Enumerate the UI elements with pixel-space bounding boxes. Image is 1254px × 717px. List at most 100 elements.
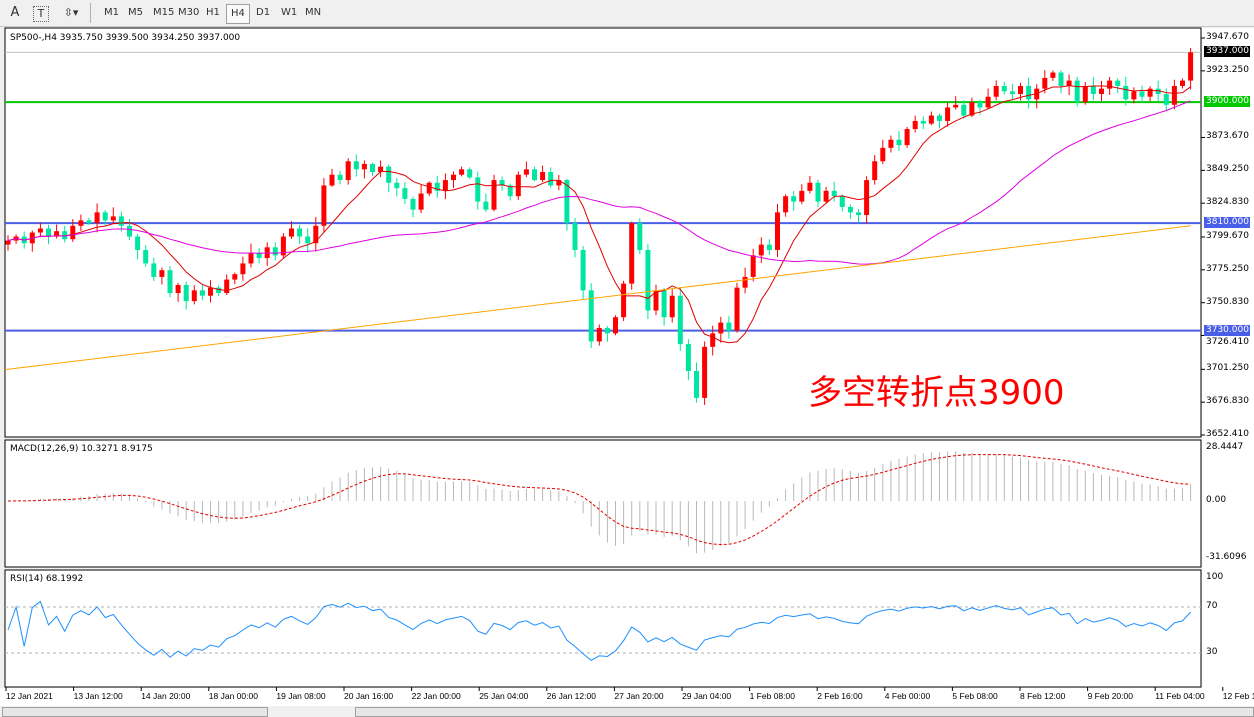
time-tick: 25 Jan 04:00 — [479, 691, 529, 701]
candle-bull — [653, 290, 659, 311]
candle-bull — [1082, 85, 1088, 103]
candle-bull — [515, 174, 521, 197]
candle-bear — [961, 104, 967, 116]
candle-bear — [580, 249, 586, 291]
candle-bull — [191, 290, 197, 302]
candle-bull — [556, 180, 562, 186]
candle-bear — [256, 252, 262, 259]
candle-bull — [702, 346, 708, 398]
price-tick: 3676.830 — [1206, 396, 1249, 407]
candle-bear — [46, 228, 51, 237]
timeframe-m30[interactable]: M30 — [178, 7, 200, 18]
time-tick: 1 Feb 08:00 — [749, 691, 795, 701]
candle-bear — [815, 182, 821, 202]
candle-bear — [167, 270, 173, 294]
candle-bull — [378, 166, 384, 173]
candle-bull — [621, 283, 627, 318]
candle-bear — [127, 225, 132, 237]
timeframe-h1[interactable]: H1 — [206, 7, 220, 18]
hline-price-tag: 3810.000 — [1204, 217, 1250, 229]
candle-bear — [102, 212, 108, 221]
candle-bear — [839, 196, 845, 207]
candle-bull — [442, 180, 448, 191]
timeframe-h4[interactable]: H4 — [226, 4, 250, 24]
price-tick: 3750.830 — [1206, 296, 1249, 307]
candle-bull — [775, 212, 780, 250]
candle-bull — [329, 174, 335, 186]
candle-bear — [831, 190, 837, 197]
candle-bear — [402, 188, 408, 199]
candle-bull — [5, 240, 11, 245]
candle-bear — [499, 180, 505, 186]
time-tick: 13 Jan 12:00 — [73, 691, 123, 701]
time-tick: 14 Jan 20:00 — [141, 691, 191, 701]
candle-bull — [758, 244, 764, 256]
candle-bull — [110, 216, 116, 221]
macd-panel — [4, 439, 1202, 568]
candle-bear — [1123, 85, 1129, 100]
candle-bear — [1115, 80, 1121, 86]
current-price-tag: 3937.000 — [1204, 46, 1250, 58]
text-tool-icon[interactable]: A — [10, 5, 20, 20]
timeframe-d1[interactable]: D1 — [256, 7, 271, 18]
candle-bear — [1139, 91, 1145, 97]
text-label-tool-icon[interactable]: T — [33, 6, 49, 22]
candle-bull — [823, 190, 829, 202]
candle-bear — [183, 284, 189, 302]
candle-bull — [345, 161, 351, 181]
candle-bull — [248, 252, 254, 264]
candle-bull — [94, 212, 100, 224]
time-tick: 4 Feb 00:00 — [884, 691, 931, 701]
candle-bear — [62, 231, 68, 240]
time-tick: 19 Jan 08:00 — [276, 691, 326, 701]
candle-bear — [337, 174, 343, 181]
candle-bear — [588, 290, 594, 342]
time-tick: 27 Jan 20:00 — [614, 691, 664, 701]
candle-bull — [1180, 80, 1185, 86]
macd-tick: -31.6096 — [1206, 552, 1247, 562]
candle-bear — [1009, 91, 1015, 95]
timeframe-m1[interactable]: M1 — [104, 7, 119, 18]
timeframe-m5[interactable]: M5 — [128, 7, 143, 18]
timeframe-w1[interactable]: W1 — [281, 7, 298, 18]
main-panel — [4, 27, 1202, 438]
candle-bear — [475, 177, 481, 202]
candle-bull — [459, 169, 465, 175]
candle-bull — [912, 120, 918, 129]
candle-bull — [888, 139, 894, 148]
candle-bear — [410, 198, 416, 210]
hline-price-tag: 3730.000 — [1204, 324, 1250, 336]
candle-bull — [807, 182, 813, 191]
arrows-tool-icon[interactable]: ⇳▾ — [63, 6, 79, 19]
candle-bull — [750, 255, 756, 277]
rsi-tick: 70 — [1206, 601, 1218, 611]
candle-bull — [718, 322, 724, 334]
candle-bear — [216, 287, 222, 294]
candle-bull — [418, 193, 424, 210]
candle-bear — [677, 295, 683, 345]
candle-bull — [710, 333, 716, 347]
candle-bull — [1147, 88, 1153, 97]
candle-bull — [175, 284, 181, 294]
annotation-text: 多空转折点3900 — [808, 373, 1065, 413]
candle-bear — [766, 244, 772, 250]
timeframe-mn[interactable]: MN — [305, 7, 322, 18]
candle-bear — [1058, 72, 1064, 86]
bottom-scrollbar[interactable] — [355, 707, 1254, 717]
candle-bear — [645, 249, 651, 311]
ma-slow-line — [4, 225, 1191, 371]
candle-bull — [224, 279, 230, 294]
candle-bear — [637, 223, 643, 250]
timeframe-m15[interactable]: M15 — [153, 7, 175, 18]
rsi-tick: 30 — [1206, 647, 1218, 657]
candle-bull — [1066, 80, 1072, 86]
candle-bull — [232, 274, 238, 280]
bottom-scroll-tab[interactable] — [2, 707, 268, 717]
candle-bull — [799, 190, 805, 202]
candle-bull — [734, 287, 740, 331]
candle-bull — [70, 225, 76, 240]
candle-bear — [483, 201, 489, 210]
rsi-tick: 100 — [1206, 572, 1224, 582]
candle-bear — [467, 169, 473, 178]
